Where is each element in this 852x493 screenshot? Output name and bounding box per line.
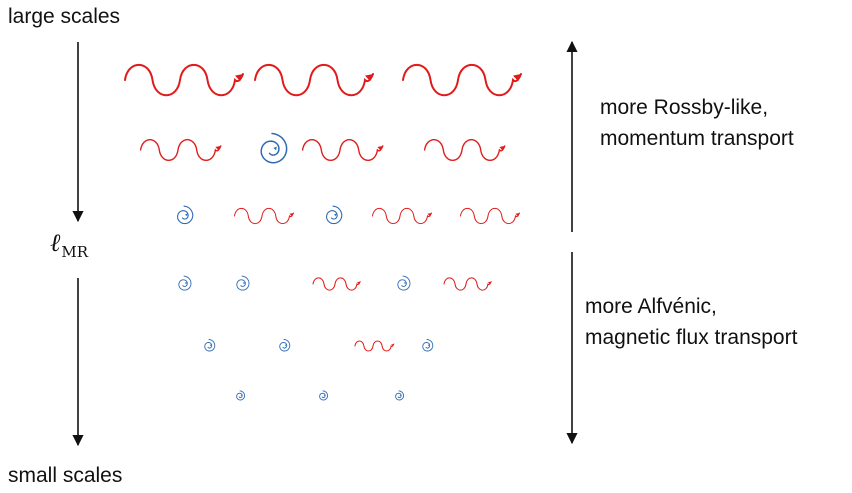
wave-arrowhead: [365, 74, 373, 82]
eddy-arrowhead: [284, 344, 287, 347]
eddy-glyph: [319, 390, 329, 401]
label-mr-scale: ℓMR: [50, 228, 88, 267]
wave-glyph: [234, 207, 294, 225]
eddy-arrowhead: [403, 282, 406, 285]
label-alfvenic-line1: more Alfvénic,: [585, 295, 717, 318]
wave-arrowhead: [427, 213, 432, 217]
wave-arrowhead: [488, 281, 492, 285]
label-large-scales: large scales: [8, 5, 121, 28]
wave-arrowhead: [499, 145, 505, 151]
wave-glyph: [139, 138, 222, 162]
wave-glyph: [254, 63, 374, 97]
wave-arrowhead: [513, 74, 521, 82]
wave-arrowhead: [377, 145, 383, 151]
wave-arrowhead: [357, 281, 361, 285]
scale-subscript: MR: [61, 243, 89, 261]
wave-glyph: [460, 207, 520, 225]
eddy-glyph: [260, 132, 288, 164]
wave-glyph: [312, 277, 361, 291]
eddy-arrowhead: [185, 213, 188, 217]
label-rossby-line2: momentum transport: [600, 127, 794, 150]
eddy-arrowhead: [240, 394, 242, 397]
wave-glyph: [402, 63, 522, 97]
eddy-glyph: [422, 339, 434, 352]
eddy-arrowhead: [184, 282, 187, 285]
eddy-glyph: [395, 390, 405, 401]
wave-arrowhead: [235, 74, 243, 82]
label-rossby-line1: more Rossby-like,: [600, 96, 769, 119]
wave-glyph: [423, 138, 506, 162]
eddy-arrowhead: [323, 394, 325, 397]
wave-arrowhead: [215, 145, 221, 151]
eddy-arrowhead: [209, 344, 212, 347]
eddy-glyph: [236, 275, 250, 291]
eddy-glyph: [204, 339, 216, 352]
eddy-arrowhead: [273, 146, 277, 151]
eddy-glyph: [326, 205, 343, 225]
wave-glyph: [301, 138, 384, 162]
label-small-scales: small scales: [8, 464, 123, 487]
label-alfvenic-line2: magnetic flux transport: [585, 326, 798, 349]
wave-glyph: [124, 63, 244, 97]
eddy-arrowhead: [427, 344, 430, 347]
scale-symbol: ℓ: [50, 228, 61, 257]
wave-glyph: [354, 340, 395, 352]
eddy-glyph: [177, 205, 194, 225]
eddy-arrowhead: [399, 394, 401, 397]
eddy-glyph: [397, 275, 411, 291]
eddy-glyph: [236, 390, 246, 401]
wave-arrowhead: [289, 213, 294, 217]
wave-arrowhead: [391, 344, 394, 347]
eddy-glyph: [178, 275, 192, 291]
eddy-glyph: [279, 339, 291, 352]
wave-arrowhead: [515, 213, 520, 217]
eddy-arrowhead: [242, 282, 245, 285]
eddy-arrowhead: [334, 213, 337, 217]
glyph-grid: [124, 63, 522, 401]
wave-glyph: [372, 207, 432, 225]
wave-glyph: [443, 277, 492, 291]
